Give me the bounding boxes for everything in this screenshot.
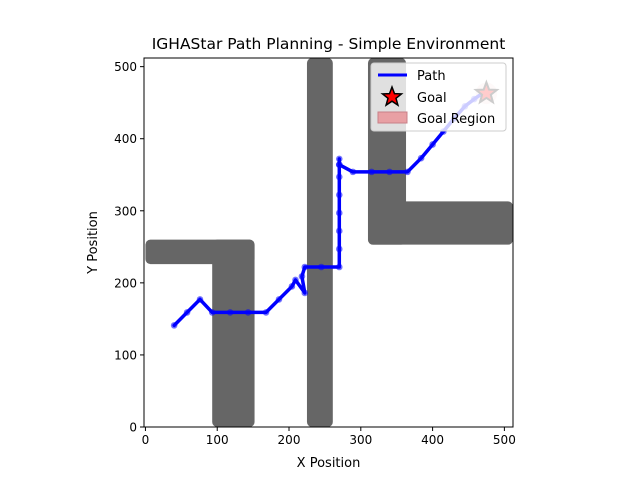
path-point-10: [301, 289, 309, 297]
path-point-7: [275, 296, 283, 303]
path-point-28: [429, 141, 436, 148]
path-point-27: [417, 154, 425, 162]
path-point-0: [170, 322, 178, 329]
path-point-17: [335, 209, 343, 217]
path-point-23: [349, 168, 357, 176]
y-tick-label-200: 200: [114, 276, 137, 290]
path-point-14: [335, 263, 343, 271]
path-point-5: [244, 309, 252, 316]
chart-title: IGHAStar Path Planning - Simple Environm…: [152, 35, 506, 53]
legend-goal-label: Goal: [417, 91, 447, 106]
x-tick-label-500: 500: [493, 433, 516, 447]
path-point-16: [335, 227, 343, 235]
x-tick-label-400: 400: [421, 433, 444, 447]
y-tick-label-100: 100: [114, 348, 137, 362]
path-point-1: [183, 309, 191, 316]
path-point-26: [404, 168, 411, 176]
legend-goal-star-icon: [380, 84, 404, 107]
legend: Path Goal Goal Region: [370, 62, 507, 132]
path-point-19: [335, 173, 343, 181]
path-point-15: [335, 245, 343, 253]
path-point-25: [386, 168, 393, 176]
y-tick-label-400: 400: [114, 132, 137, 146]
obstacle-1: [212, 239, 255, 427]
path-point-8: [288, 283, 296, 290]
path-point-4: [226, 309, 234, 316]
obstacle-2: [306, 58, 333, 427]
y-tick-label-500: 500: [114, 60, 137, 74]
legend-goal-region-swatch: [377, 111, 408, 124]
path-point-18: [335, 191, 343, 199]
y-axis-label: Y Position: [86, 211, 101, 275]
x-axis-label: X Position: [297, 456, 361, 471]
path-point-22: [335, 161, 343, 168]
path-point-2: [196, 296, 204, 303]
path-point-11: [298, 273, 306, 280]
y-tick-label-300: 300: [114, 204, 137, 218]
legend-path-label: Path: [417, 69, 446, 84]
path-point-13: [318, 263, 325, 271]
path-point-9: [292, 276, 299, 284]
path-point-12: [301, 263, 309, 271]
path-point-6: [262, 309, 270, 316]
obstacle-4: [367, 201, 513, 245]
axes-frame: [143, 57, 514, 428]
path-point-24: [368, 168, 375, 176]
x-tick-label-100: 100: [206, 433, 229, 447]
y-tick-label-0: 0: [129, 421, 137, 435]
legend-goal-region-label: Goal Region: [417, 112, 495, 127]
path-point-3: [208, 309, 216, 316]
x-tick-label-200: 200: [278, 433, 301, 447]
x-tick-label-0: 0: [142, 433, 150, 447]
path-point-20: [335, 155, 343, 163]
x-tick-label-300: 300: [349, 433, 372, 447]
